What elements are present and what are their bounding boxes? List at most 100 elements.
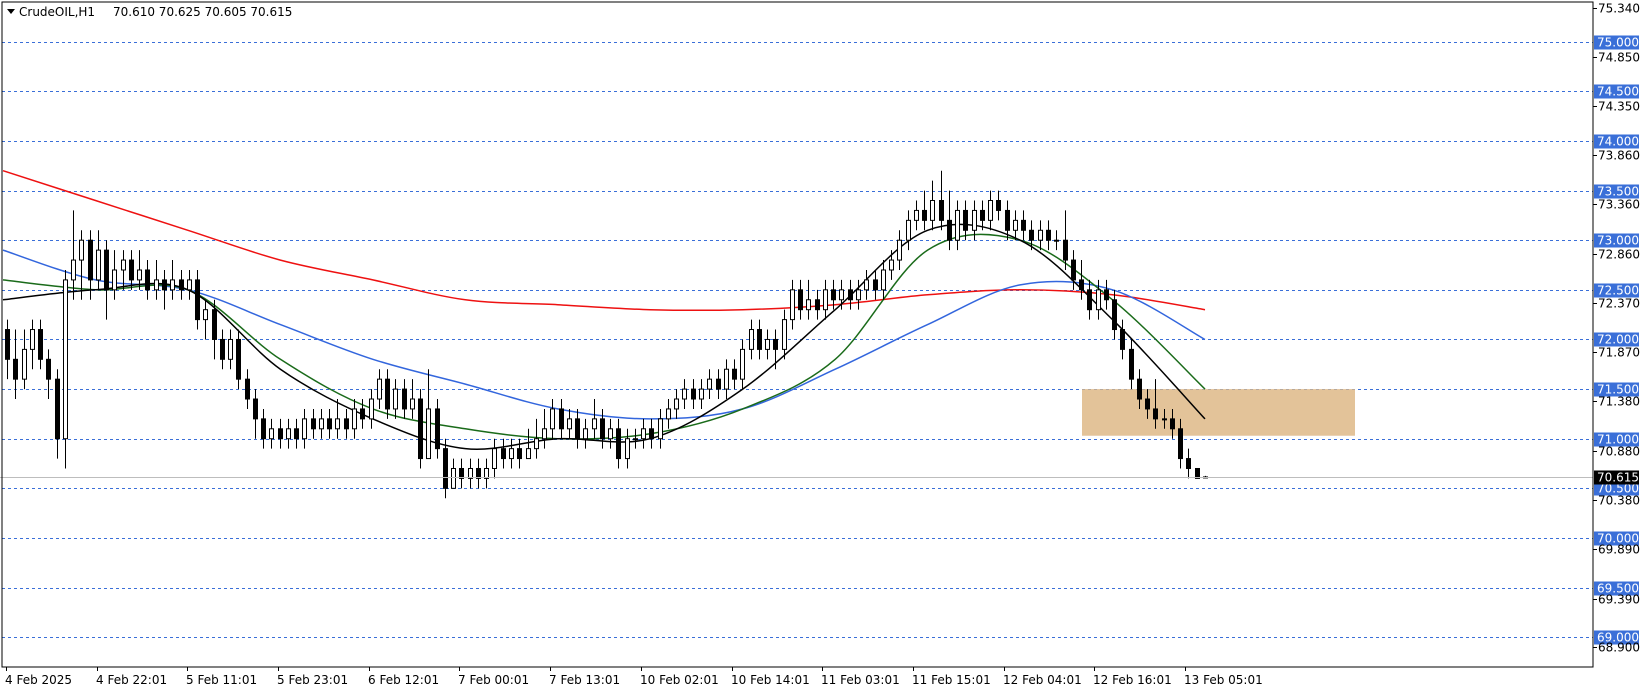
candle-body bbox=[1137, 378, 1142, 400]
level-price-box: 70.500 bbox=[1594, 481, 1639, 496]
level-price-box: 69.500 bbox=[1594, 581, 1639, 596]
time-axis: 4 Feb 2025 4 Feb 22:01 5 Feb 11:01 5 Feb 23… bbox=[5, 667, 1263, 687]
symbol-label: CrudeOIL,H1 bbox=[19, 5, 95, 19]
candle bbox=[757, 319, 762, 360]
candle bbox=[145, 260, 150, 300]
price-tick-label: 74.350 bbox=[1598, 100, 1640, 114]
candle-body bbox=[930, 200, 935, 221]
candle-body bbox=[1170, 418, 1175, 430]
level-box-bg bbox=[1594, 630, 1639, 645]
candle bbox=[1038, 220, 1043, 251]
candle-body bbox=[212, 309, 217, 340]
candle-body bbox=[980, 209, 985, 221]
candle-body bbox=[1005, 209, 1010, 231]
candle bbox=[724, 359, 729, 400]
candle-body bbox=[228, 338, 233, 360]
candle bbox=[104, 240, 109, 320]
candle bbox=[212, 299, 217, 360]
price-axis: 75.000 74.500 74.000 73.500 73.000 72.500 72.0… bbox=[1593, 2, 1640, 655]
candle-body bbox=[1054, 239, 1059, 242]
candle bbox=[137, 250, 142, 290]
candle bbox=[1153, 379, 1158, 429]
candle bbox=[154, 260, 159, 300]
candle-body bbox=[1129, 348, 1134, 380]
price-tick-label: 73.360 bbox=[1598, 198, 1640, 212]
candle-body bbox=[906, 219, 911, 241]
candle-body bbox=[534, 438, 539, 450]
candle bbox=[501, 438, 506, 469]
level-price-box: 74.000 bbox=[1594, 134, 1639, 149]
candle bbox=[889, 250, 894, 280]
candle bbox=[30, 319, 35, 370]
time-label: 12 Feb 04:01 bbox=[1003, 673, 1082, 687]
candle-body bbox=[996, 200, 1001, 211]
time-label: 4 Feb 2025 bbox=[5, 673, 72, 687]
candle bbox=[798, 279, 803, 320]
candle bbox=[583, 418, 588, 449]
time-label: 11 Feb 03:01 bbox=[821, 673, 900, 687]
candle-body bbox=[319, 418, 324, 430]
candle bbox=[88, 230, 93, 300]
candle-body bbox=[592, 418, 597, 430]
candle bbox=[1021, 210, 1026, 241]
candle-body bbox=[517, 448, 522, 460]
candle-body bbox=[550, 408, 555, 430]
candle-body bbox=[542, 428, 547, 440]
level-price-box: 75.000 bbox=[1594, 35, 1639, 50]
candle-body bbox=[716, 378, 721, 390]
candle bbox=[914, 200, 919, 231]
candle-body bbox=[5, 329, 10, 360]
candle bbox=[278, 418, 283, 449]
price-tick-label: 72.860 bbox=[1598, 248, 1640, 262]
time-label: 6 Feb 12:01 bbox=[368, 673, 439, 687]
level-price-box: 69.000 bbox=[1594, 630, 1639, 645]
candle-body bbox=[649, 428, 654, 440]
candle-body bbox=[112, 269, 117, 291]
zone-layer bbox=[1082, 389, 1355, 436]
candle-body bbox=[782, 319, 787, 350]
candle bbox=[856, 279, 861, 310]
candle bbox=[939, 170, 944, 231]
candle bbox=[129, 250, 134, 290]
candle bbox=[319, 408, 324, 439]
candle-body bbox=[567, 418, 572, 430]
candle bbox=[534, 418, 539, 459]
candle bbox=[666, 399, 671, 429]
triangle-down-icon[interactable] bbox=[7, 9, 15, 14]
candle bbox=[600, 408, 605, 449]
candle-body bbox=[38, 329, 43, 360]
candle bbox=[674, 389, 679, 419]
candle-body bbox=[335, 418, 340, 430]
candle-body bbox=[286, 428, 291, 440]
candle bbox=[1096, 279, 1101, 320]
candle-body bbox=[302, 418, 307, 440]
candle bbox=[492, 438, 497, 479]
candle-body bbox=[1162, 418, 1167, 421]
candle-body bbox=[633, 438, 638, 441]
candle-body bbox=[616, 428, 621, 460]
level-box-label: 72.000 bbox=[1597, 333, 1639, 347]
candle bbox=[848, 279, 853, 310]
level-box-bg bbox=[1594, 481, 1639, 496]
level-price-box: 74.500 bbox=[1594, 84, 1639, 99]
candle bbox=[955, 200, 960, 251]
candle bbox=[410, 379, 415, 419]
candle bbox=[641, 418, 646, 449]
candle-body bbox=[823, 289, 828, 311]
candle-body bbox=[724, 368, 729, 390]
level-price-box: 72.000 bbox=[1594, 332, 1639, 347]
candle-body bbox=[815, 299, 820, 311]
candle bbox=[96, 230, 101, 290]
candle bbox=[947, 190, 952, 251]
candle-body bbox=[162, 279, 167, 291]
time-label: 7 Feb 13:01 bbox=[549, 673, 620, 687]
candle-body bbox=[377, 378, 382, 400]
ohlc-label: 70.610 70.625 70.605 70.615 bbox=[113, 5, 292, 19]
time-label: 13 Feb 05:01 bbox=[1184, 673, 1263, 687]
level-box-bg bbox=[1594, 332, 1639, 347]
candle bbox=[1162, 408, 1167, 429]
current-price-label: 70.615 bbox=[1597, 471, 1639, 485]
candle bbox=[1071, 250, 1076, 290]
candle bbox=[402, 379, 407, 419]
